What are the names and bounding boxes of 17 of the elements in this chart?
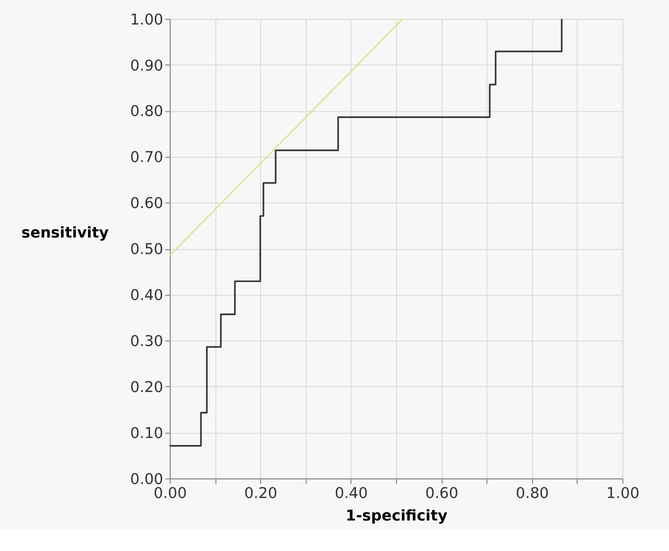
y-tick-label: 0.60	[130, 194, 164, 212]
x-tick-label: 0.60	[425, 484, 458, 502]
y-tick-label: 0.40	[130, 286, 164, 304]
y-tick-label: 1.00	[130, 10, 164, 28]
y-tick-label: 0.70	[130, 148, 164, 166]
y-tick-label: 0.20	[130, 378, 164, 396]
x-tick-label: 0.40	[334, 484, 368, 502]
y-tick-label: 0.30	[130, 332, 164, 350]
x-axis-title: 1-specificity	[346, 506, 448, 525]
y-tick-label: 0.80	[130, 102, 164, 120]
x-tick-label: 0.80	[516, 484, 549, 502]
x-tick-label: 0.20	[244, 484, 278, 502]
y-tick-label: 0.50	[130, 240, 164, 258]
y-axis-title: sensitivity	[21, 224, 109, 242]
y-tick-label: 0.10	[130, 424, 164, 442]
x-tick-label: 1.00	[606, 484, 640, 502]
y-tick-label: 0.90	[130, 56, 164, 74]
